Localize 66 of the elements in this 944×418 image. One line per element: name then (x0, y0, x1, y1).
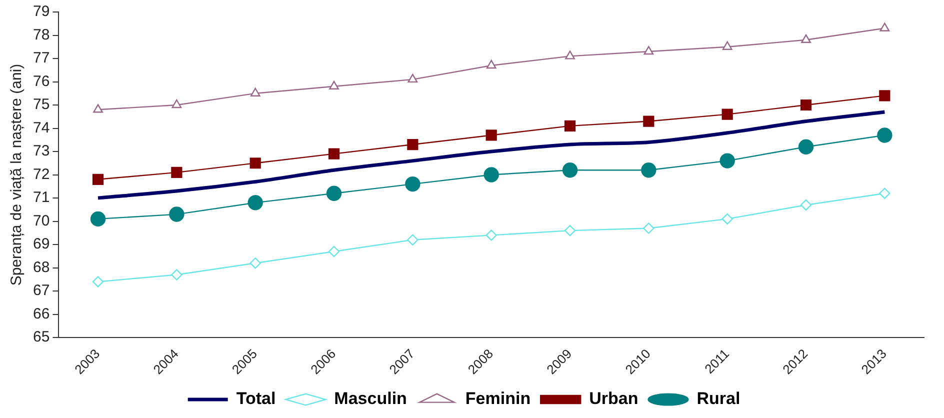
point (326, 186, 342, 201)
point (722, 108, 733, 120)
y-tick-label: 65 (32, 328, 50, 346)
point (328, 148, 340, 160)
point (879, 90, 890, 102)
point (564, 120, 576, 132)
point (562, 162, 578, 178)
y-tick-label: 78 (32, 26, 50, 44)
point (407, 234, 418, 246)
point (250, 88, 260, 96)
point (644, 46, 654, 55)
y-tick-label: 73 (32, 142, 50, 160)
point (169, 206, 184, 222)
point (880, 22, 890, 32)
line-series (96, 110, 886, 200)
legend-label: Masculin (334, 389, 407, 408)
legend-label: Urban (589, 389, 638, 408)
point (565, 50, 575, 60)
point (800, 199, 812, 211)
y-tick-label: 79 (32, 3, 50, 20)
point (90, 211, 106, 227)
point (486, 60, 496, 69)
point (329, 80, 339, 90)
point (643, 222, 654, 234)
point (641, 162, 656, 178)
point (877, 128, 892, 143)
point (801, 34, 811, 43)
point (408, 74, 418, 83)
point (171, 166, 182, 178)
y-tick-label: 72 (32, 166, 50, 183)
point (722, 213, 733, 225)
point (407, 138, 418, 150)
point (720, 153, 735, 168)
point (643, 116, 654, 127)
point (800, 99, 812, 111)
y-tick-label: 74 (32, 119, 50, 136)
point (484, 167, 499, 182)
point (328, 246, 340, 258)
point (250, 258, 261, 269)
y-tick-label: 68 (32, 258, 50, 276)
point (248, 195, 263, 210)
point (486, 130, 497, 141)
point (93, 104, 103, 113)
y-axis-title: Speranța de viață la naștere (ani) (8, 64, 26, 286)
point (92, 276, 104, 288)
y-tick-label: 67 (32, 282, 50, 300)
point (564, 224, 576, 236)
point (486, 230, 497, 241)
point (92, 174, 104, 185)
y-tick-label: 77 (32, 50, 50, 67)
y-tick-label: 75 (32, 96, 50, 114)
y-tick-label: 66 (32, 305, 50, 322)
y-tick-label: 70 (32, 212, 50, 230)
y-tick-label: 76 (32, 72, 50, 90)
y-tick-label: 69 (32, 236, 50, 253)
legend-label: Rural (696, 389, 740, 408)
legend-label: Feminin (465, 389, 531, 408)
point (250, 158, 261, 169)
point (405, 176, 420, 192)
y-tick-label: 71 (32, 189, 50, 206)
point (172, 99, 182, 108)
point (171, 269, 182, 280)
point (798, 139, 814, 154)
point (879, 188, 890, 199)
legend-label: Total (236, 389, 276, 408)
point (722, 41, 732, 50)
